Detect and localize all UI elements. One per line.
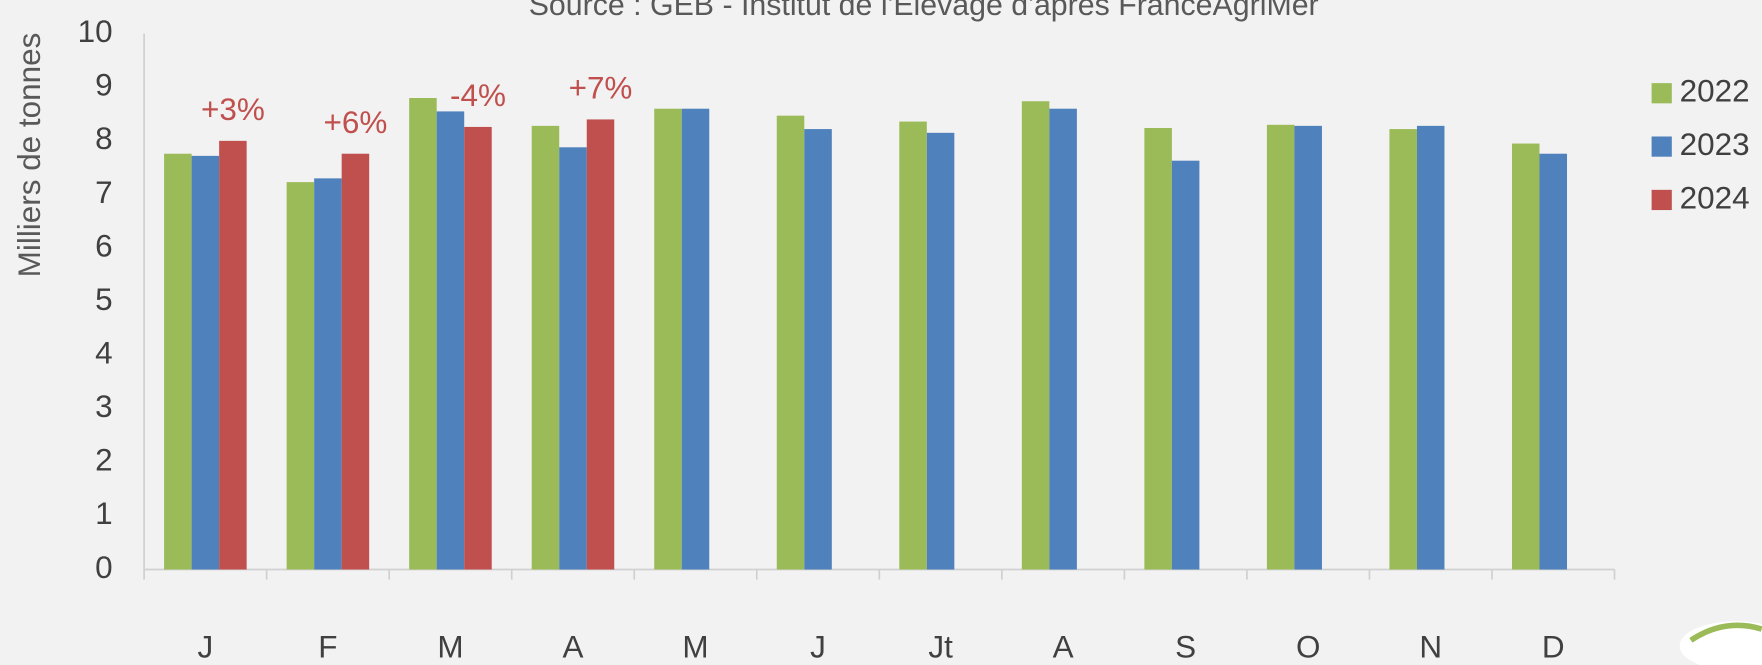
logo [1679,621,1762,665]
legend-label: 2023 [1680,127,1750,162]
bar [464,126,492,570]
bar [1294,125,1322,570]
x-tick-label: S [1175,630,1196,665]
x-tick-label: J [810,630,826,665]
bar [899,121,927,570]
y-tick-label: 0 [95,550,112,585]
y-tick-label: 1 [95,496,112,531]
bar [1266,124,1295,570]
bar [314,178,342,570]
bar [286,182,315,570]
bar [654,108,682,570]
bar [1171,160,1200,570]
bar [681,108,710,570]
bar [409,97,437,570]
bar [776,115,805,570]
y-tick-label: 10 [78,14,113,49]
x-tick-label: Jt [928,630,953,665]
chart-title: Source : GEB - Institut de l'Elevage d'a… [529,0,1319,22]
x-tick-label: A [562,630,583,665]
y-axis-label: Milliers de tonnes [12,33,47,278]
bar [804,129,832,570]
annotation: +3% [201,92,265,127]
legend-label: 2024 [1680,180,1750,215]
bar [164,153,192,570]
x-tick-label: M [682,630,708,665]
bar [1416,125,1445,570]
bar [1511,143,1540,570]
y-tick-label: 6 [95,228,112,263]
bar [1021,101,1050,570]
y-tick-label: 3 [95,389,112,424]
legend-swatch [1651,83,1672,104]
bar [219,140,247,570]
annotation: +6% [324,105,388,140]
bar [531,125,560,570]
annotation: -4% [450,78,506,113]
x-tick-label: O [1296,630,1320,665]
bar [1144,128,1172,570]
x-tick-label: D [1542,630,1565,665]
x-tick-label: F [318,630,337,665]
bar [341,153,370,570]
legend-swatch [1651,136,1672,157]
y-tick-label: 5 [95,282,112,317]
bar [1389,129,1417,570]
bar [586,119,615,570]
bar [559,147,587,570]
x-tick-label: A [1053,630,1074,665]
bar [191,155,220,570]
y-tick-label: 7 [95,175,112,210]
legend-label: 2022 [1680,74,1750,109]
x-tick-label: M [437,630,463,665]
bar [436,111,465,570]
legend-swatch [1651,189,1672,211]
x-tick-label: J [198,630,214,665]
x-tick-label: N [1419,630,1442,665]
bar [926,132,955,570]
bar [1049,108,1077,570]
y-tick-label: 2 [95,443,112,478]
y-tick-label: 8 [95,121,112,156]
annotation: +7% [569,71,633,106]
y-tick-label: 4 [95,336,112,371]
y-tick-label: 9 [95,68,112,103]
bar [1539,153,1568,570]
